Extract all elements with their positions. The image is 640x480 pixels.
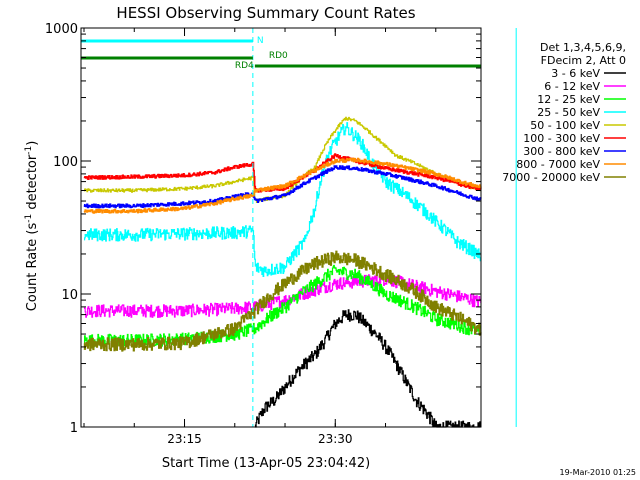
legend-header: FDecim 2, Att 0 [541,54,626,67]
legend-entry-label: 25 - 50 keV [537,106,600,119]
series-line-0 [254,309,481,428]
x-tick-label: 23:30 [318,432,353,446]
series-line-6 [83,165,482,209]
series-line-7 [83,157,482,214]
axis-layer: 23:15 23:30 1 10 100 1000 [45,22,481,446]
series-layer [83,116,482,428]
series-line-1 [83,273,482,318]
y-axis-label-part1: Count Rate (s [25,223,40,312]
series-line-4 [83,116,482,203]
legend-entry-label: 12 - 25 keV [537,93,600,106]
night-label: N [257,36,264,46]
x-axis-label: Start Time (13-Apr-05 23:04:42) [162,456,370,471]
timestamp: 19-Mar-2010 01:25 [560,468,637,477]
rd0-label: RD0 [269,51,288,61]
chart-title: HESSI Observing Summary Count Rates [116,4,415,22]
y-tick-label: 1 [70,421,78,436]
legend: Det 1,3,4,5,6,9,FDecim 2, Att 03 - 6 keV… [502,41,626,184]
series-line-2 [83,264,482,348]
plot-frame [80,27,482,428]
legend-entry-label: 800 - 7000 keV [516,158,600,171]
legend-entry-label: 300 - 800 keV [523,145,600,158]
y-tick-label: 1000 [45,22,78,37]
y-tick-label: 100 [53,155,78,170]
y-axis-label-sup2: -1 [24,146,34,155]
series-line-8 [83,250,482,352]
rd4-label: RD4 [235,61,254,71]
legend-entry-label: 50 - 100 keV [530,119,600,132]
y-axis-label: Count Rate (s-1 detector-1) [24,141,40,312]
x-tick-label: 23:15 [167,432,202,446]
series-line-3 [83,122,482,277]
y-axis-label-part3: ) [25,141,40,146]
legend-header: Det 1,3,4,5,6,9, [540,41,626,54]
y-axis-label-part2: detector [25,154,40,214]
legend-entry-label: 3 - 6 keV [551,67,600,80]
y-tick-label: 10 [61,288,78,303]
legend-entry-label: 7000 - 20000 keV [502,171,600,184]
legend-entry-label: 100 - 300 keV [523,132,600,145]
y-axis-label-sup1: -1 [24,214,34,223]
legend-entry-label: 6 - 12 keV [544,80,600,93]
